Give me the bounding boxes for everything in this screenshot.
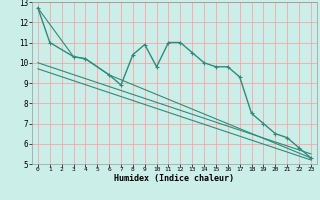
X-axis label: Humidex (Indice chaleur): Humidex (Indice chaleur)	[115, 174, 234, 183]
